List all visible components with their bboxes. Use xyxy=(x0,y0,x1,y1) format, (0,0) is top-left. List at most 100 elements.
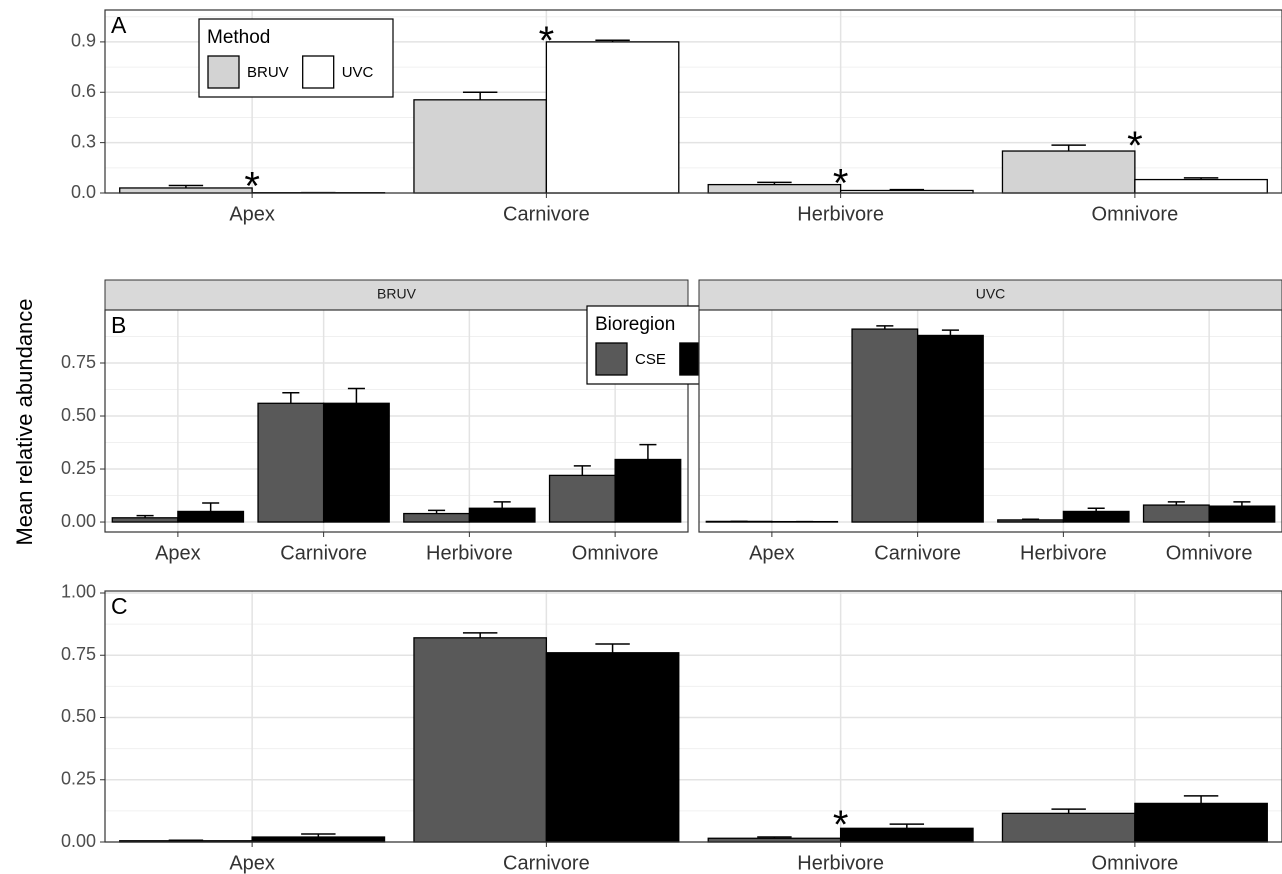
y-tick-label: 0.9 xyxy=(71,31,96,51)
error-bar xyxy=(202,502,220,512)
error-bar xyxy=(595,643,630,653)
y-tick-label: 0.50 xyxy=(61,405,96,425)
error-bar xyxy=(428,509,446,514)
bar xyxy=(468,507,536,523)
legend-title: Method xyxy=(207,27,270,48)
facet-label: BRUV xyxy=(377,286,417,302)
y-tick-label: 0.75 xyxy=(61,352,96,372)
error-bar xyxy=(757,836,792,839)
bar xyxy=(119,187,253,194)
bar xyxy=(1142,504,1210,523)
bar xyxy=(707,183,842,194)
error-bar xyxy=(876,325,894,330)
error-bar xyxy=(168,184,204,188)
significance-mark: * xyxy=(539,19,555,63)
bar xyxy=(1062,510,1130,523)
y-tick-label: 0.6 xyxy=(71,81,96,101)
panel-border xyxy=(104,9,1282,194)
panel-label: C xyxy=(111,593,128,619)
x-tick-label: Carnivore xyxy=(503,852,590,874)
x-tick-label: Carnivore xyxy=(503,203,590,225)
legend-title: Bioregion xyxy=(595,314,675,335)
error-bar xyxy=(1051,808,1086,814)
error-bar xyxy=(573,465,591,476)
legend-label: BRUV xyxy=(247,64,289,81)
y-tick-label: 0.00 xyxy=(61,831,96,851)
bar xyxy=(1134,802,1268,843)
bar xyxy=(545,652,680,843)
y-axis-title: Mean relative abundance xyxy=(12,298,37,545)
x-tick-label: Omnivore xyxy=(1092,203,1179,225)
y-tick-label: 1.00 xyxy=(61,582,96,602)
bar xyxy=(548,474,616,523)
legend-key xyxy=(595,342,628,376)
error-bar xyxy=(941,329,959,336)
x-tick-label: Herbivore xyxy=(426,542,513,564)
x-tick-label: Apex xyxy=(229,203,275,225)
significance-mark: * xyxy=(833,803,849,847)
y-tick-label: 0.25 xyxy=(61,458,96,478)
y-tick-label: 0.50 xyxy=(61,706,96,726)
error-bar xyxy=(1233,501,1251,507)
bar xyxy=(177,510,245,523)
error-bar xyxy=(347,387,365,404)
panel-border xyxy=(104,309,689,533)
error-bar xyxy=(757,181,792,185)
x-tick-label: Carnivore xyxy=(874,542,961,564)
error-bar xyxy=(1167,501,1185,506)
bar xyxy=(614,458,682,523)
legend-key xyxy=(302,55,335,89)
significance-mark: * xyxy=(833,161,849,205)
bar xyxy=(111,517,179,523)
panel-background xyxy=(105,591,1282,842)
error-bar xyxy=(1087,507,1105,512)
bar xyxy=(257,402,325,523)
x-tick-label: Carnivore xyxy=(280,542,367,564)
facet-strip xyxy=(104,279,689,311)
x-tick-label: Omnivore xyxy=(1166,542,1253,564)
x-tick-label: Herbivore xyxy=(1020,542,1107,564)
panel-border xyxy=(104,590,1282,843)
error-bar xyxy=(1051,144,1086,152)
significance-mark: * xyxy=(244,164,260,208)
legend-label: CSE xyxy=(635,351,666,368)
x-tick-label: Herbivore xyxy=(797,203,884,225)
panel-label: A xyxy=(111,12,127,38)
y-tick-label: 0.3 xyxy=(71,131,96,151)
y-tick-label: 0.00 xyxy=(61,511,96,531)
panel-label: B xyxy=(111,312,126,338)
facet-strip xyxy=(698,279,1282,311)
legend-key xyxy=(207,55,240,89)
error-bar xyxy=(136,514,154,518)
panel-border xyxy=(698,309,1282,533)
error-bar xyxy=(462,632,498,638)
error-bar xyxy=(282,391,300,404)
error-bar xyxy=(889,823,925,829)
bar xyxy=(1208,505,1276,523)
bar xyxy=(545,41,680,194)
x-tick-label: Herbivore xyxy=(797,852,884,874)
bar xyxy=(839,827,974,843)
x-tick-label: Apex xyxy=(749,542,795,564)
panel-background xyxy=(699,310,1282,532)
bar xyxy=(413,99,548,194)
bar xyxy=(1001,150,1136,194)
facet-label: UVC xyxy=(976,286,1006,302)
significance-mark: * xyxy=(1127,124,1143,168)
bar xyxy=(1134,178,1268,194)
x-tick-label: Omnivore xyxy=(572,542,659,564)
bar xyxy=(403,512,471,523)
error-bar xyxy=(639,443,657,460)
bar xyxy=(1001,812,1136,843)
error-bar xyxy=(493,501,511,509)
x-tick-label: Apex xyxy=(229,852,275,874)
y-tick-label: 0.75 xyxy=(61,644,96,664)
error-bar xyxy=(1183,177,1219,180)
error-bar xyxy=(595,39,630,42)
bar xyxy=(916,334,984,523)
bar xyxy=(251,836,386,843)
x-tick-label: Omnivore xyxy=(1092,852,1179,874)
legend-label: UVC xyxy=(342,64,374,81)
error-bar xyxy=(889,188,925,191)
